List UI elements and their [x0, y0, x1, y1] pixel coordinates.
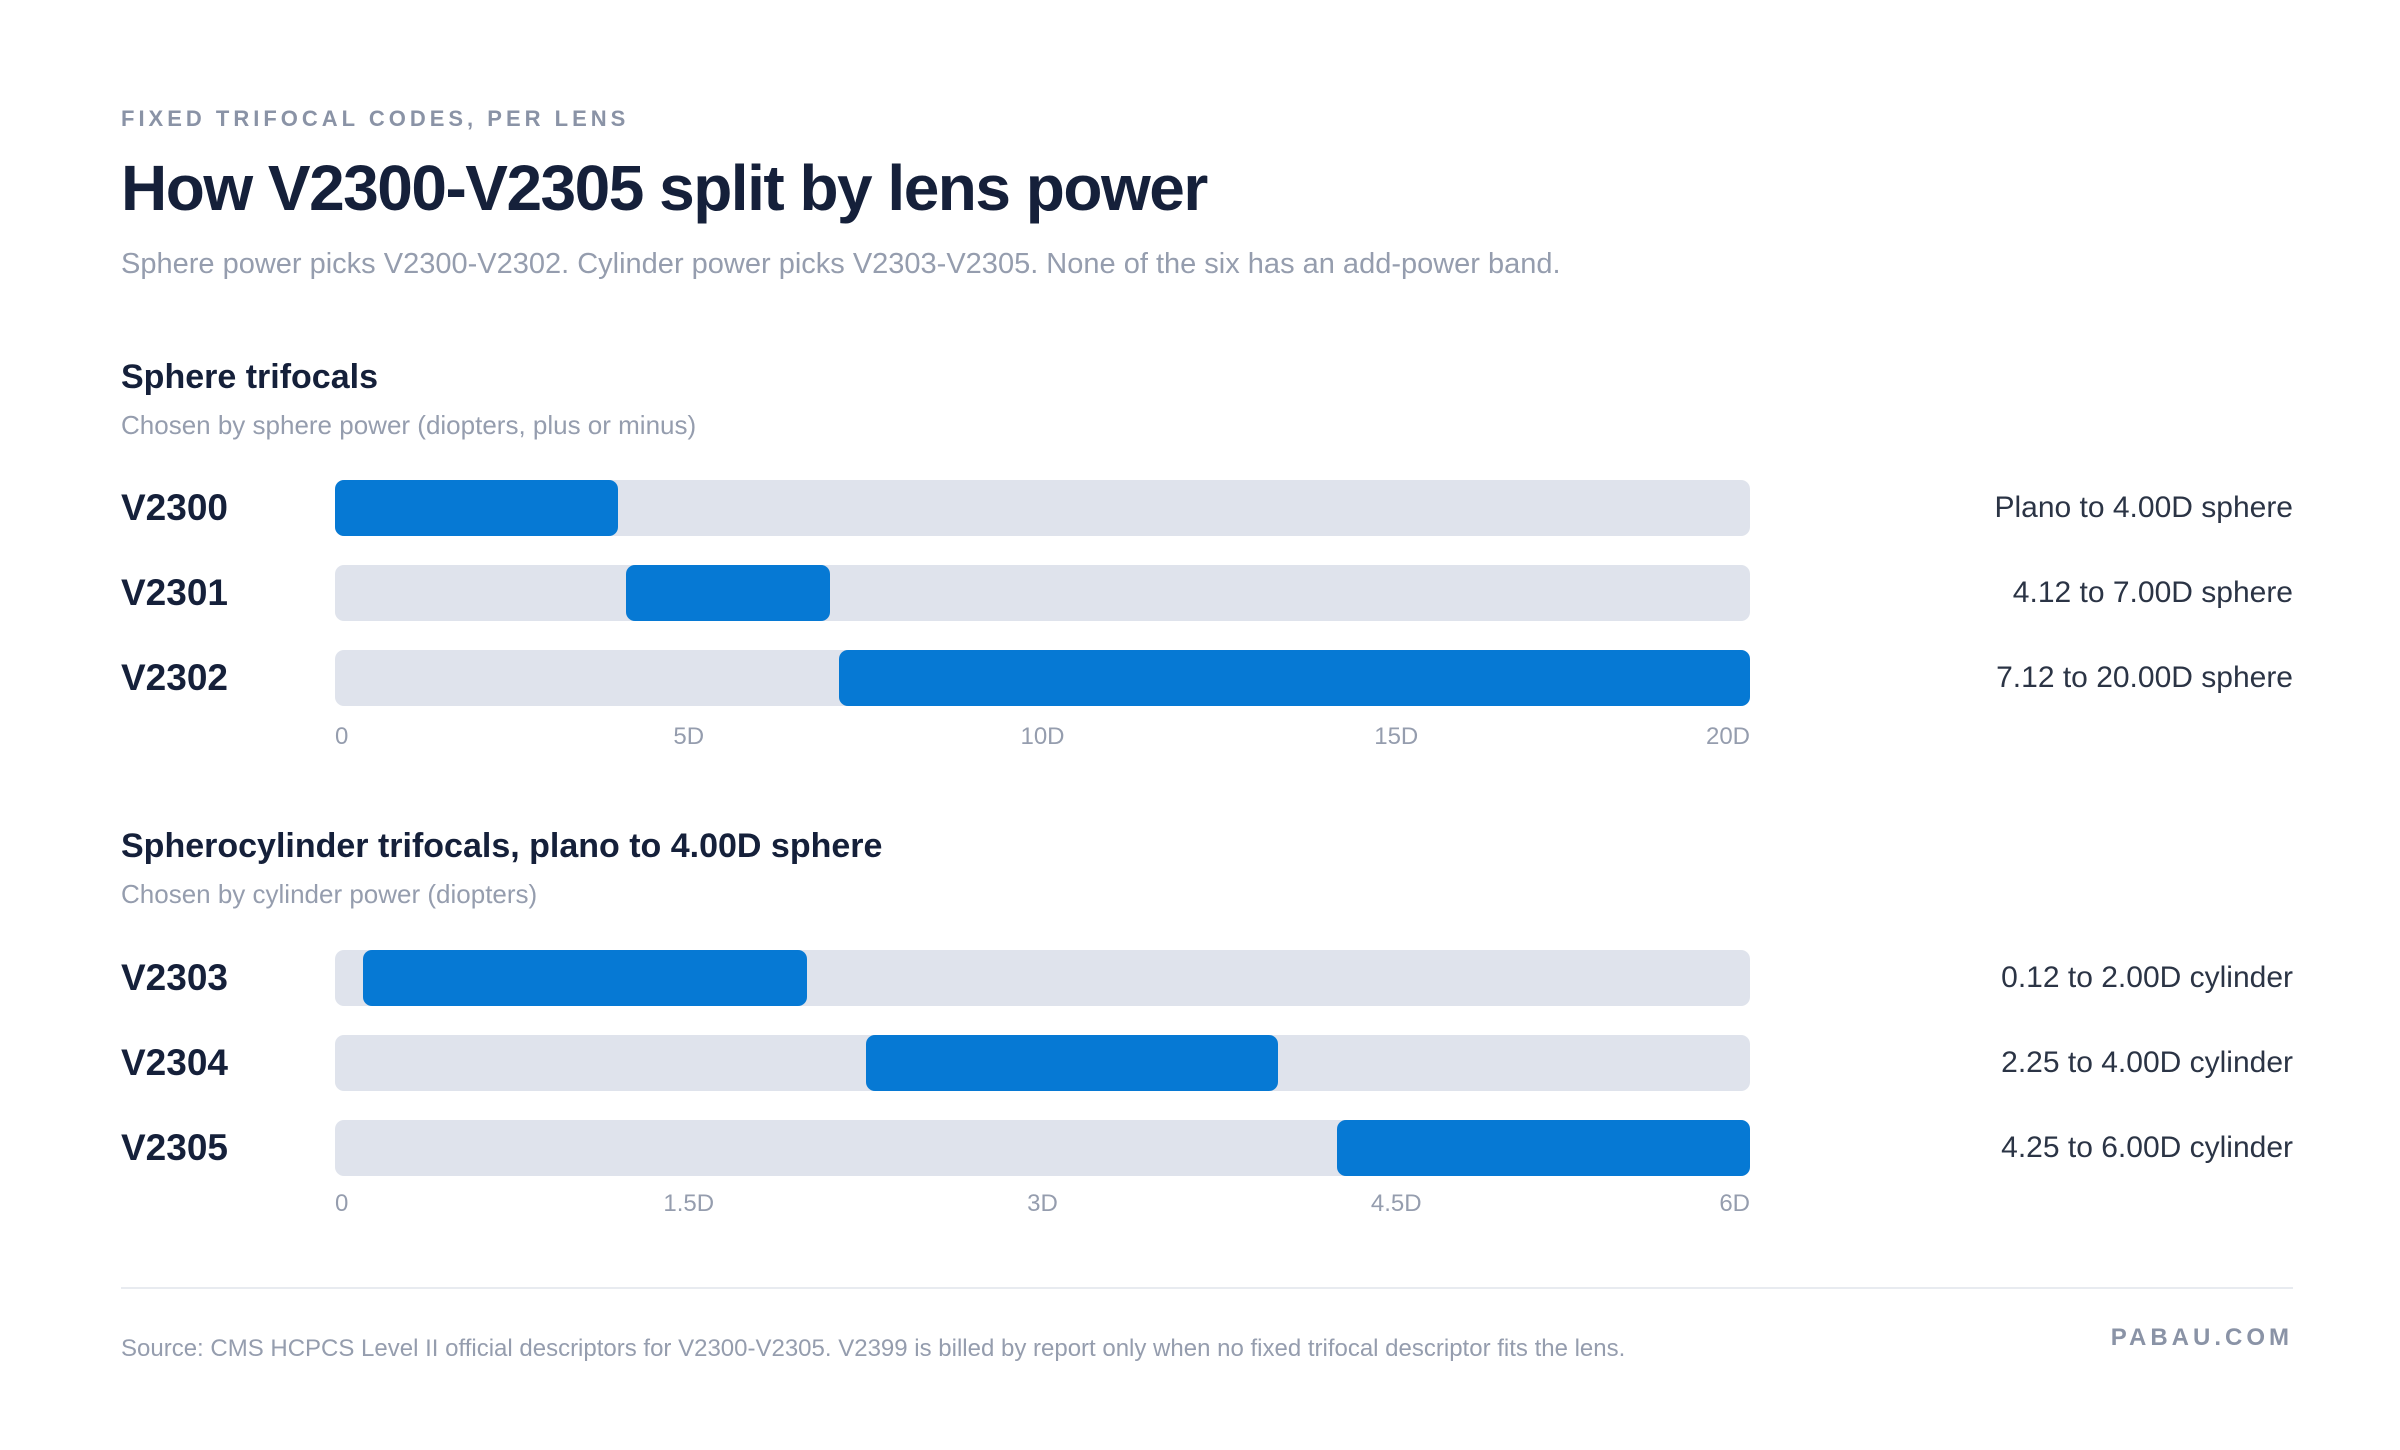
bar-track-v2303 [335, 950, 1750, 1006]
code-label-v2300: V2300 [121, 487, 228, 528]
sphere-section-subtitle: Chosen by sphere power (diopters, plus o… [121, 410, 697, 440]
bar-track-v2301 [335, 565, 1750, 621]
bar-track-v2302 [335, 650, 1750, 706]
code-label-v2302: V2302 [121, 657, 228, 698]
source-note: Source: CMS HCPCS Level II official desc… [121, 1335, 1626, 1362]
bar-v2304 [865, 1035, 1279, 1091]
eyebrow: FIXED TRIFOCAL CODES, PER LENS [121, 106, 630, 131]
code-label-v2304: V2304 [121, 1042, 228, 1083]
bar-track-v2305 [335, 1120, 1750, 1176]
cylinder-tick-6d: 6D [1719, 1190, 1750, 1217]
cylinder-tick-3d: 3D [1027, 1190, 1058, 1217]
page-subtitle: Sphere power picks V2300-V2302. Cylinder… [121, 248, 1561, 280]
code-label-v2301: V2301 [121, 572, 228, 613]
range-label-v2303: 0.12 to 2.00D cylinder [2001, 961, 2293, 994]
cylinder-section-title: Spherocylinder trifocals, plano to 4.00D… [121, 827, 883, 865]
sphere-tick-15d: 15D [1374, 723, 1419, 750]
sphere-tick-0: 0 [335, 723, 349, 750]
cylinder-tick-4-5d: 4.5D [1370, 1190, 1422, 1217]
code-label-v2303: V2303 [121, 957, 228, 998]
sphere-tick-10d: 10D [1020, 723, 1065, 750]
range-label-v2304: 2.25 to 4.00D cylinder [2001, 1046, 2293, 1079]
bar-v2301 [626, 565, 831, 621]
sphere-tick-20d: 20D [1705, 723, 1750, 750]
brand-mark: PABAU.COM [2110, 1324, 2293, 1351]
cylinder-tick-0: 0 [335, 1190, 349, 1217]
range-label-v2300: Plano to 4.00D sphere [1994, 491, 2293, 524]
range-label-v2301: 4.12 to 7.00D sphere [2012, 576, 2293, 609]
range-label-v2305: 4.25 to 6.00D cylinder [2001, 1131, 2293, 1164]
bar-track-v2304 [335, 1035, 1750, 1091]
code-label-v2305: V2305 [121, 1127, 228, 1168]
bar-v2300 [335, 480, 618, 536]
bar-v2305 [1337, 1120, 1750, 1176]
page-title: How V2300-V2305 split by lens power [121, 152, 1208, 224]
footer-divider [121, 1287, 2293, 1289]
cylinder-section-subtitle: Chosen by cylinder power (diopters) [121, 879, 538, 909]
range-label-v2302: 7.12 to 20.00D sphere [1996, 661, 2293, 694]
sphere-section-title: Sphere trifocals [121, 358, 378, 396]
bar-v2303 [363, 950, 807, 1006]
bar-track-v2300 [335, 480, 1750, 536]
sphere-tick-5d: 5D [673, 723, 705, 750]
cylinder-tick-1-5d: 1.5D [663, 1190, 715, 1217]
bar-v2302 [838, 650, 1750, 706]
